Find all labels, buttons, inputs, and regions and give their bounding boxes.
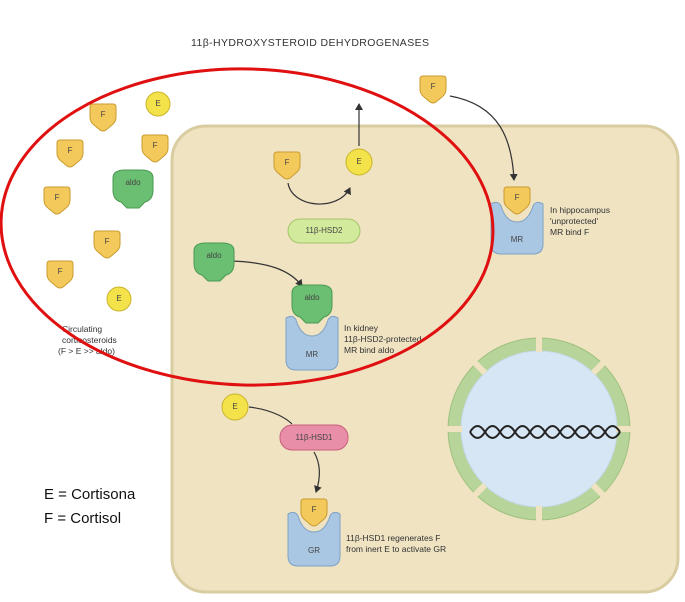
svg-text:MR: MR xyxy=(511,235,524,244)
svg-text:MR bind F: MR bind F xyxy=(550,227,589,237)
circulating-label: Circulating corticosteroids (F > E >> al… xyxy=(58,324,117,356)
cortisone-e-molecule: E xyxy=(345,148,373,176)
kidney-label: In kidney 11β-HSD2-protected MR bind ald… xyxy=(344,323,422,355)
cortisol-f-molecule: F xyxy=(273,151,301,180)
svg-text:11β-HSD1 regenerates F: 11β-HSD1 regenerates F xyxy=(346,533,441,543)
hippocampus-label: In hippocampus 'unprotected' MR bind F xyxy=(550,205,610,237)
cortisol-f-molecule: F xyxy=(141,134,169,163)
svg-text:11β-HSD2-protected: 11β-HSD2-protected xyxy=(344,334,422,344)
svg-text:MR bind aldo: MR bind aldo xyxy=(344,345,394,355)
svg-text:MR: MR xyxy=(306,350,319,359)
cortisol-f-molecule-bound-gr: F xyxy=(300,498,328,527)
legend-e: E = Cortisona xyxy=(44,486,136,503)
svg-text:(F > E >> aldo): (F > E >> aldo) xyxy=(58,346,115,356)
hsd1-out-arrow xyxy=(313,451,322,493)
svg-text:E: E xyxy=(232,402,237,411)
svg-text:F: F xyxy=(431,82,436,91)
regenerates-label: 11β-HSD1 regenerates F from inert E to a… xyxy=(346,533,446,554)
svg-text:E: E xyxy=(356,157,361,166)
cortisone-e-molecule: E xyxy=(221,393,249,421)
legend-f: F = Cortisol xyxy=(44,510,122,527)
cortisol-f-molecule-bound-mr: F xyxy=(503,186,531,215)
svg-text:F: F xyxy=(312,505,317,514)
svg-text:F: F xyxy=(101,110,106,119)
cortisol-f-molecule: F xyxy=(56,139,84,168)
hsd2-enzyme: 11β-HSD2 xyxy=(287,218,361,244)
hsd1-in-arrow xyxy=(248,406,293,425)
svg-text:Circulating: Circulating xyxy=(62,324,102,334)
dna-helix xyxy=(469,425,621,439)
aldo-molecule: aldo xyxy=(193,242,235,282)
highlight-ellipse xyxy=(0,67,495,387)
diagram-title: 11β-HYDROXYSTEROID DEHYDROGENASES xyxy=(191,37,429,49)
svg-text:F: F xyxy=(285,158,290,167)
cortisol-f-molecule: F xyxy=(89,103,117,132)
svg-text:E: E xyxy=(116,294,121,303)
cortisol-f-molecule: F xyxy=(419,75,447,104)
hsd2-label: 11β-HSD2 xyxy=(306,226,343,235)
svg-text:aldo: aldo xyxy=(125,178,141,187)
hsd1-enzyme: 11β-HSD1 xyxy=(279,424,349,451)
svg-text:F: F xyxy=(55,193,60,202)
svg-text:from inert E to activate GR: from inert E to activate GR xyxy=(346,544,446,554)
svg-text:'unprotected': 'unprotected' xyxy=(550,216,599,226)
cortisone-e-molecule: E xyxy=(106,286,132,312)
svg-text:corticosteroids: corticosteroids xyxy=(62,335,117,345)
svg-text:F: F xyxy=(515,193,520,202)
svg-text:In kidney: In kidney xyxy=(344,323,379,333)
svg-text:In hippocampus: In hippocampus xyxy=(550,205,610,215)
hsd2-reaction-arrow xyxy=(287,182,351,205)
cortisol-f-molecule: F xyxy=(43,186,71,215)
cortisone-e-molecule: E xyxy=(145,91,171,117)
kidney-arrow xyxy=(229,260,303,287)
svg-text:F: F xyxy=(105,237,110,246)
cortisol-f-molecule: F xyxy=(46,260,74,289)
hsd1-label: 11β-HSD1 xyxy=(296,433,333,442)
svg-text:aldo: aldo xyxy=(304,293,320,302)
nucleus xyxy=(446,336,632,522)
aldo-molecule-bound: aldo xyxy=(291,284,333,324)
hippocampus-arrow xyxy=(449,95,518,181)
cortisol-f-molecule: F xyxy=(93,230,121,259)
mr-receptor-hippocampus: MR xyxy=(490,201,544,255)
mr-receptor-kidney: MR xyxy=(285,315,339,371)
svg-text:E: E xyxy=(155,99,160,108)
gr-receptor: GR xyxy=(287,511,341,567)
aldo-molecule: aldo xyxy=(112,169,154,209)
svg-text:F: F xyxy=(68,146,73,155)
svg-text:GR: GR xyxy=(308,546,320,555)
svg-text:F: F xyxy=(58,267,63,276)
cell-body xyxy=(170,124,680,594)
svg-text:F: F xyxy=(153,141,158,150)
svg-text:aldo: aldo xyxy=(206,251,222,260)
